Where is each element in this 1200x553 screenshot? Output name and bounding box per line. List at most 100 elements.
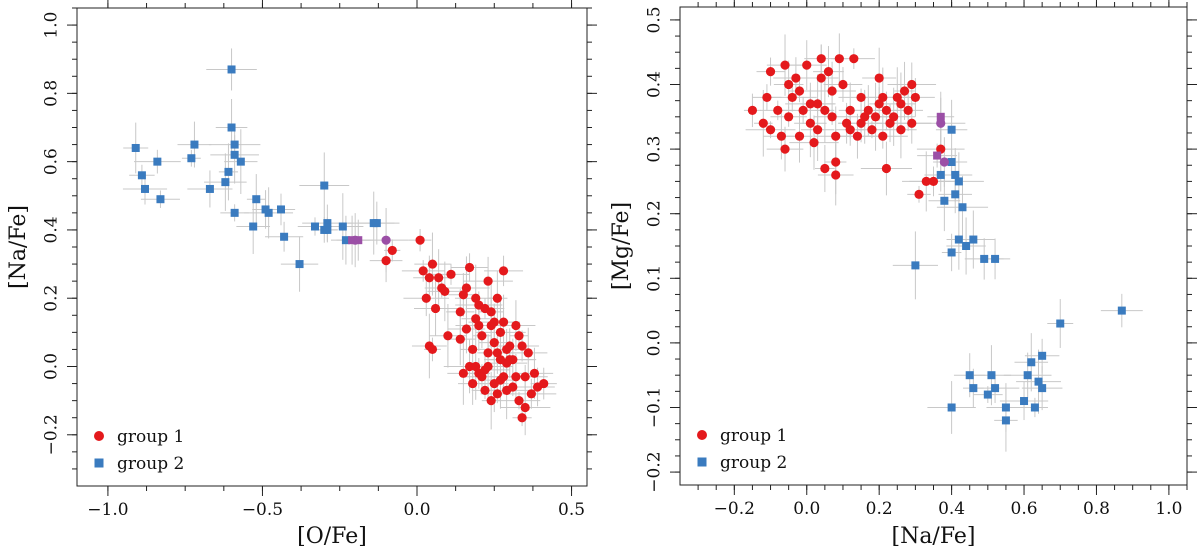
data-point-circle <box>881 163 892 174</box>
data-point-circle <box>784 112 794 122</box>
legend-marker-group-2 <box>94 458 104 468</box>
data-point-square <box>137 171 146 180</box>
data-point-circle <box>520 372 530 382</box>
data-point-circle <box>896 99 906 109</box>
data-point-circle <box>461 324 472 334</box>
x-tick-label: 0.6 <box>1011 499 1038 519</box>
data-point-square <box>954 177 963 186</box>
data-point-circle <box>881 105 892 115</box>
data-point-circle <box>823 66 834 77</box>
data-point-circle <box>517 413 527 423</box>
data-point-square <box>1030 403 1039 412</box>
data-point-square <box>947 158 956 167</box>
data-point-circle <box>939 157 949 167</box>
data-point-circle <box>421 293 431 303</box>
x-tick-label: 0.4 <box>938 499 965 519</box>
right-panel-mg-vs-na: −0.2 0.0 0.2 0.4 0.6 0.8 1.0 −0.2 −0.1 0.0 0.1 0.2 0… <box>609 0 1197 549</box>
x-tick-label: −0.2 <box>714 499 755 519</box>
data-point-square <box>1038 384 1047 393</box>
data-point-square <box>951 190 960 199</box>
data-point-square <box>991 254 1000 263</box>
data-point-circle <box>514 396 524 406</box>
data-point-square <box>911 261 920 270</box>
data-point-square <box>280 232 289 241</box>
data-point-circle <box>831 157 841 167</box>
x-axis-label: [O/Fe] <box>297 524 367 549</box>
data-point-circle <box>827 86 837 96</box>
data-point-circle <box>418 266 428 276</box>
data-point-circle <box>878 131 888 141</box>
data-point-circle <box>787 92 797 103</box>
data-point-square <box>1001 416 1010 425</box>
data-point-square <box>230 208 239 217</box>
data-point-circle <box>495 327 506 337</box>
x-axis-label: [Na/Fe] <box>891 524 975 549</box>
data-point-square <box>1034 377 1043 386</box>
data-point-square <box>230 140 239 149</box>
legend-marker-group-2 <box>697 457 707 467</box>
data-point-square <box>965 371 974 380</box>
error-bars <box>122 48 557 436</box>
x-axis: −1.0 −0.5 0.0 0.5 <box>87 0 585 520</box>
y-tick-label: −0.2 <box>42 414 62 455</box>
data-point-square <box>940 196 949 205</box>
data-point-circle <box>899 86 910 96</box>
data-point-circle <box>498 266 509 276</box>
data-point-circle <box>455 307 465 317</box>
y-tick-label: 0.6 <box>42 148 62 175</box>
data-point-circle <box>511 372 521 382</box>
data-point-square <box>277 205 285 214</box>
data-point-square <box>969 384 978 393</box>
data-point-circle <box>907 79 917 90</box>
legend-label-group-2: group 2 <box>720 453 787 473</box>
data-point-circle <box>780 144 790 154</box>
x-tick-label: 0.0 <box>793 499 820 519</box>
data-point-circle <box>921 176 931 187</box>
data-point-square <box>227 65 236 74</box>
y-tick-label: 0.4 <box>645 71 665 98</box>
y-axis-label: [Na/Fe] <box>6 205 31 289</box>
left-panel-na-vs-o: −1.0 −0.5 0.0 0.5 −0.2 0.0 0.2 0.4 0.6 0.8 1.0 [O/F… <box>6 0 597 549</box>
data-point-circle <box>896 125 906 135</box>
data-point-circle <box>486 307 496 317</box>
data-point-square <box>227 123 236 132</box>
data-point-square <box>1020 397 1029 406</box>
data-point-square <box>1038 351 1047 360</box>
data-point-circle <box>816 54 826 64</box>
data-point-square <box>947 125 956 134</box>
data-point-square <box>936 112 945 121</box>
data-point-square <box>224 167 233 176</box>
y-tick-label: 1.0 <box>42 12 62 39</box>
data-point-circle <box>831 131 841 141</box>
y-tick-label: 0.3 <box>645 136 665 163</box>
y-tick-label: 0.2 <box>42 285 62 312</box>
data-point-circle <box>928 176 939 187</box>
data-point-square <box>1023 371 1032 380</box>
data-point-square <box>969 235 978 244</box>
data-point-circle <box>889 112 899 122</box>
data-point-square <box>1027 358 1036 367</box>
data-point-square <box>221 178 230 187</box>
data-point-circle <box>381 235 391 245</box>
data-point-circle <box>526 389 536 399</box>
data-point-square <box>261 205 270 214</box>
data-point-circle <box>747 105 758 115</box>
data-point-square <box>947 248 956 257</box>
data-point-circle <box>495 355 506 365</box>
data-point-circle <box>863 105 873 115</box>
data-point-circle <box>805 118 815 128</box>
data-point-circle <box>845 125 855 135</box>
series-group-1 <box>747 54 946 199</box>
y-axis: −0.2 −0.1 0.0 0.1 0.2 0.3 0.4 0.5 <box>645 6 1197 493</box>
x-axis: −0.2 0.0 0.2 0.4 0.6 0.8 1.0 <box>697 0 1188 519</box>
data-point-square <box>341 236 350 245</box>
data-point-circle <box>492 293 502 303</box>
data-point-circle <box>805 99 815 109</box>
legend-marker-group-1 <box>697 430 707 440</box>
y-tick-label: −0.2 <box>645 451 665 492</box>
data-point-circle <box>489 378 499 389</box>
data-point-circle <box>780 60 790 70</box>
data-point-square <box>958 203 967 212</box>
data-point-circle <box>845 105 855 115</box>
data-point-circle <box>471 314 481 324</box>
